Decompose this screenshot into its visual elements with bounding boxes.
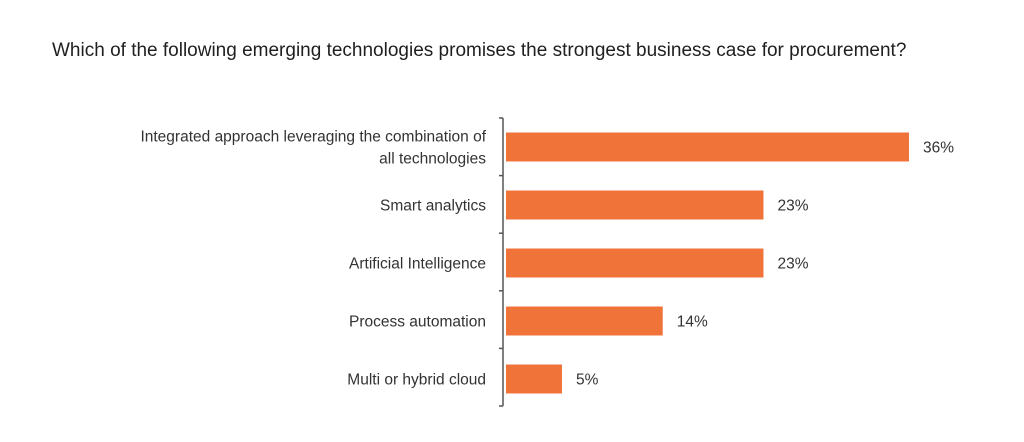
category-label-line: Process automation — [349, 314, 486, 331]
bar-value-label: 23% — [777, 256, 808, 273]
value-labels: 36% 23% 23% 14% 5% — [576, 140, 954, 389]
bar — [506, 248, 764, 278]
bar — [506, 190, 764, 220]
bar — [506, 132, 909, 162]
category-label: Artificial Intelligence — [349, 256, 486, 273]
bar-value-label: 5% — [576, 372, 599, 389]
category-label: Multi or hybrid cloud — [347, 372, 486, 389]
chart-title: Which of the following emerging technolo… — [52, 40, 907, 61]
category-labels: Integrated approach leveraging the combi… — [140, 129, 486, 389]
category-label-line: Multi or hybrid cloud — [347, 372, 486, 389]
category-label-line: Integrated approach leveraging the combi… — [140, 129, 486, 146]
bar — [506, 306, 663, 336]
bar-value-label: 14% — [677, 314, 708, 331]
category-label-line: all technologies — [379, 151, 486, 168]
bar-value-label: 23% — [777, 198, 808, 215]
category-label: Process automation — [349, 314, 486, 331]
category-label: Smart analytics — [380, 198, 486, 215]
category-label-line: Smart analytics — [380, 198, 486, 215]
category-label: Integrated approach leveraging the combi… — [140, 129, 486, 168]
bar-value-label: 36% — [923, 140, 954, 157]
bars-group — [506, 132, 909, 394]
y-axis — [499, 117, 504, 407]
category-label-line: Artificial Intelligence — [349, 256, 486, 273]
bar — [506, 364, 562, 394]
